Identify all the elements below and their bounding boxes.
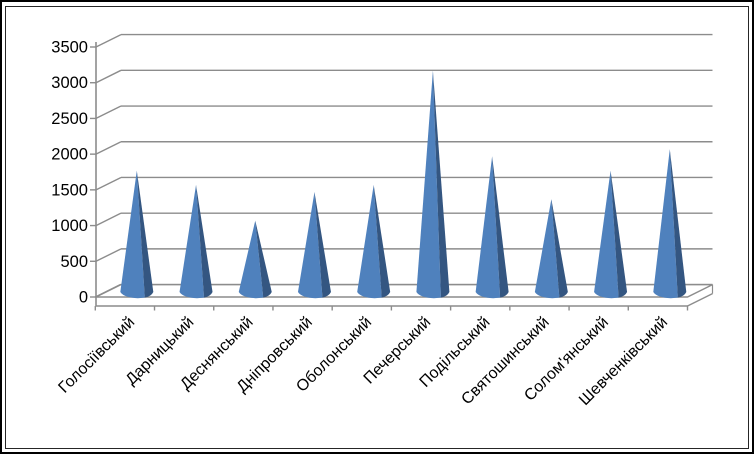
cone-series-item [297, 192, 331, 299]
cone-series-item [357, 184, 391, 299]
cone-front-face [238, 220, 264, 299]
cone-front-face [594, 170, 619, 299]
cone-side-face [196, 184, 213, 298]
cone-side-face [373, 184, 391, 298]
cone-front-face [297, 192, 323, 299]
y-axis-label: 3000 [51, 74, 88, 92]
cone-front-face [475, 156, 501, 299]
y-axis-label: 500 [60, 253, 88, 271]
gridline-depth-connector [95, 176, 122, 191]
cone-front-face [416, 70, 441, 299]
gridline-depth-connector [95, 212, 122, 227]
y-axis-label: 3500 [51, 39, 88, 57]
cone-series-item [475, 156, 509, 299]
gridline-depth-connector [95, 248, 122, 262]
cone-series-item [120, 170, 154, 299]
cone-series-item [653, 149, 687, 299]
cone-front-face [534, 199, 560, 299]
cone-series-item [534, 199, 568, 299]
cone-front-face [179, 184, 205, 299]
x-axis-category-label: Голосіївський [55, 314, 138, 397]
cone-side-face [255, 220, 272, 298]
y-axis-label: 1500 [51, 181, 88, 199]
gridline-depth-connector [95, 69, 122, 84]
gridline-depth-connector [95, 33, 122, 48]
x-axis-depth-edge [687, 292, 713, 307]
cone-side-face [669, 149, 687, 298]
cone-front-face [357, 184, 382, 299]
cone-series-item [416, 70, 450, 299]
cone-side-face [432, 70, 450, 298]
cone-front-face [653, 149, 678, 299]
gridline-depth-connector [95, 141, 122, 155]
y-axis-label: 1000 [51, 217, 88, 235]
cone-series-item [238, 220, 272, 299]
cone-side-face [551, 199, 568, 298]
y-axis-label: 2500 [51, 110, 88, 128]
cone-series-item [594, 170, 628, 299]
cone-series-item [179, 184, 213, 299]
cone-side-face [314, 192, 331, 298]
cone-side-face [610, 170, 628, 298]
gridline-depth-connector [95, 105, 122, 120]
cone-side-face [492, 156, 509, 298]
y-axis-label: 0 [79, 289, 88, 307]
cone-front-face [120, 170, 145, 299]
cone-side-face [136, 170, 154, 298]
y-axis-label: 2000 [51, 146, 88, 164]
